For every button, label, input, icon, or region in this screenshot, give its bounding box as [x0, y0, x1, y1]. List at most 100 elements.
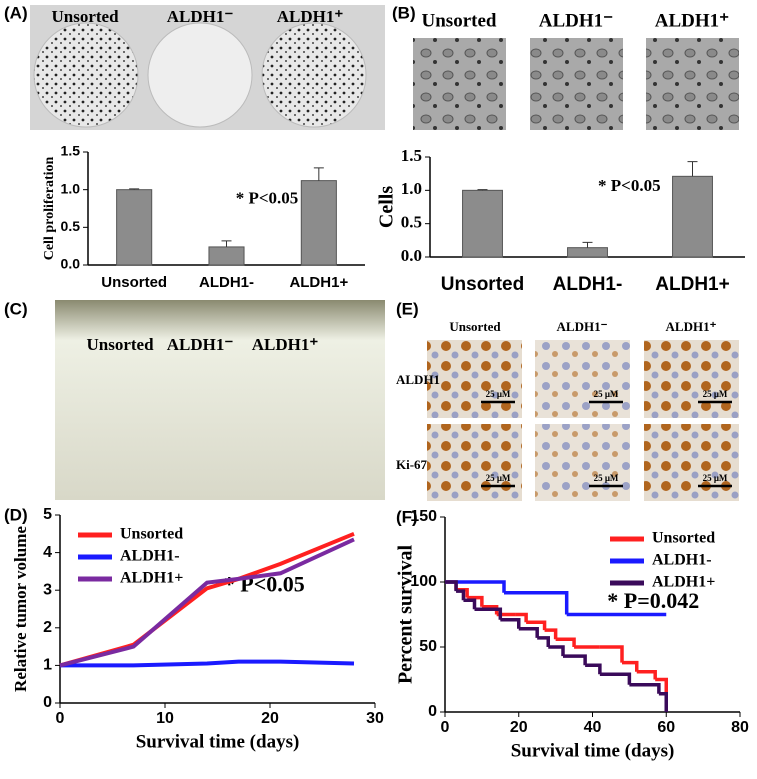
legend-label: ALDH1+ [120, 570, 183, 587]
chart: 0 1 2 3 4 5 0 10 20 30 Relative tumor volume Surviv… [11, 506, 384, 752]
scale-label: 25 μM [703, 473, 728, 483]
step-segment [500, 617, 521, 629]
ihc-column: ALDH1⁺ [666, 319, 717, 334]
photo-label: Unsorted [86, 335, 154, 354]
y-axis-label: Percent survival [395, 545, 417, 684]
chart: 0.0 0.5 1.0 1.5 Cell proliferation * P<0.05 Un… [42, 143, 365, 291]
error-bar [221, 240, 232, 247]
panel-label: (A) [4, 3, 28, 22]
panel-label: (C) [4, 299, 28, 318]
x-tick-label: 30 [366, 710, 384, 727]
series-line [59, 537, 355, 668]
step-segment [599, 672, 632, 685]
annotation: * P<0.05 [598, 176, 661, 195]
y-tick-label: 4 [43, 544, 52, 561]
ihc-photo [535, 424, 630, 501]
x-tick-label: 20 [261, 710, 279, 727]
y-tick-label: 1.0 [61, 180, 81, 196]
panel-label: (E) [396, 299, 419, 318]
error-bar [129, 188, 140, 190]
y-tick-label: 0.0 [401, 246, 422, 265]
step-segment [456, 589, 466, 601]
y-axis-label: Cells [376, 186, 398, 228]
y-tick-label: 3 [43, 581, 52, 598]
ihc-photo [535, 340, 630, 418]
legend-label: ALDH1- [120, 548, 180, 565]
step-segment [555, 637, 576, 647]
photo-label: ALDH1⁺ [655, 10, 729, 31]
step-segment [599, 645, 624, 663]
x-tick-label: ALDH1+ [289, 274, 348, 291]
ihc-row: Ki-67 [396, 457, 428, 472]
y-axis-label: Relative tumor volume [11, 526, 30, 692]
x-tick-label: 40 [584, 719, 602, 736]
photo-label: ALDH1⁺ [252, 335, 319, 354]
mice-photo [55, 300, 385, 500]
annotation: * P<0.05 [236, 188, 299, 207]
y-tick-label: 1 [43, 657, 52, 674]
step-segment [526, 620, 547, 631]
step-segment [537, 636, 550, 647]
x-tick-label: Unsorted [101, 274, 167, 291]
bar [567, 247, 608, 258]
bar [462, 189, 503, 258]
y-tick-label: 50 [419, 638, 437, 655]
chart: 0.0 0.5 1.0 1.5 Cells * P<0.05 Unsorted ALDH1- A… [376, 146, 745, 295]
step-segment [548, 645, 565, 657]
step-segment [445, 580, 506, 593]
x-tick-label: Unsorted [441, 274, 524, 295]
ihc-photo [644, 424, 739, 501]
y-tick-label: 1.5 [401, 146, 422, 165]
y-tick-label: 0 [43, 694, 52, 711]
step-segment [585, 663, 602, 675]
photo-label: ALDH1⁻ [167, 7, 234, 26]
ihc-column: ALDH1⁻ [557, 319, 608, 334]
bar [672, 175, 713, 258]
x-tick-label: 0 [56, 710, 65, 727]
photo-label: ALDH1⁻ [539, 10, 613, 31]
series-line [60, 659, 355, 668]
x-tick-label: 80 [731, 719, 749, 736]
step-segment [515, 612, 528, 623]
step-segment [636, 669, 657, 680]
panel-label: (B) [392, 3, 416, 22]
x-tick-label: 20 [510, 719, 528, 736]
step-segment [518, 627, 539, 638]
y-axis-label: Cell proliferation [42, 157, 57, 261]
well [261, 22, 367, 128]
y-tick-label: 0 [428, 703, 437, 720]
bar [208, 246, 245, 266]
scale-label: 25 μM [703, 389, 728, 399]
cell-photo [646, 38, 739, 130]
scale-label: 25 μM [486, 389, 511, 399]
scale-label: 25 μM [594, 473, 619, 483]
y-tick-label: 1.5 [61, 143, 81, 159]
cell-photo [530, 38, 623, 130]
step-segment [504, 591, 569, 615]
x-tick-label: ALDH1+ [655, 274, 729, 295]
bar [116, 189, 153, 266]
legend-label: ALDH1- [652, 552, 712, 569]
step-segment [445, 580, 458, 592]
step-segment [544, 628, 558, 640]
y-tick-label: 0.0 [61, 256, 81, 272]
y-tick-label: 0.5 [61, 218, 81, 234]
x-tick-label: 0 [441, 719, 450, 736]
photo-label: ALDH1⁻ [167, 335, 234, 354]
x-axis-label: Survival time (days) [136, 731, 300, 752]
legend-label: ALDH1+ [652, 574, 715, 591]
photo-label: Unsorted [422, 10, 497, 31]
panel-label: (D) [4, 505, 28, 524]
error-bar [687, 161, 698, 177]
legend-label: Unsorted [652, 530, 715, 547]
scale-label: 25 μM [594, 389, 619, 399]
error-bar [313, 167, 324, 181]
annotation: * P=0.042 [607, 588, 699, 613]
step-segment [467, 595, 484, 607]
step-segment [474, 607, 503, 620]
ihc-photo [644, 340, 739, 418]
y-tick-label: 2 [43, 619, 52, 636]
ihc-photo [427, 424, 522, 501]
step-segment [563, 654, 587, 666]
